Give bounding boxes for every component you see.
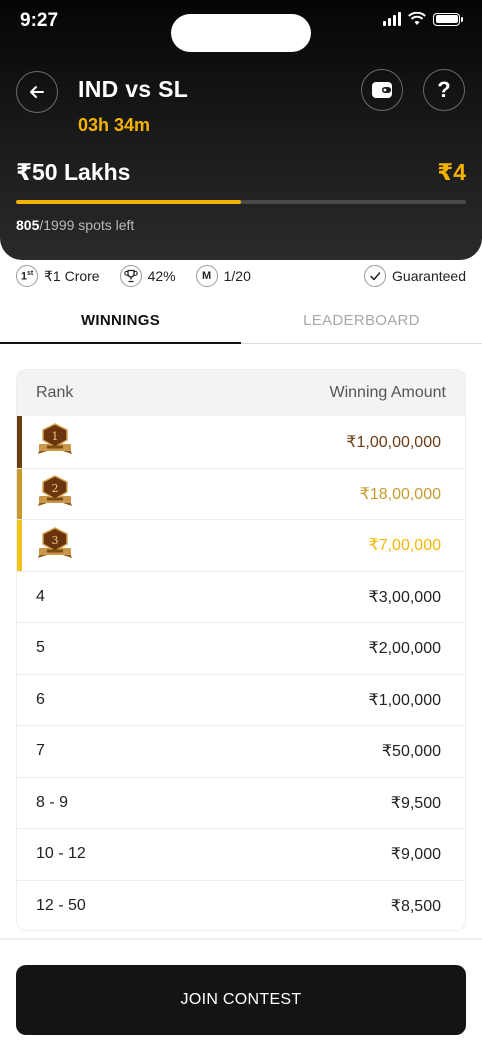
rank-cell: 7 xyxy=(36,742,45,760)
match-title: IND vs SL xyxy=(78,76,189,102)
table-row: 4 ₹3,00,000 xyxy=(17,570,465,623)
winning-amount: ₹1,00,000 xyxy=(368,691,441,709)
rank-medal-icon: 1 xyxy=(36,422,74,461)
table-row: 5 ₹2,00,000 xyxy=(17,622,465,674)
table-row: 3 ₹7,00,000 xyxy=(17,519,465,571)
first-prize-badge-text: 1st xyxy=(20,269,34,283)
table-row: 6 ₹1,00,000 xyxy=(17,673,465,726)
dynamic-island xyxy=(171,14,311,52)
table-row: 1 ₹1,00,00,000 xyxy=(17,416,465,468)
wifi-icon xyxy=(408,12,426,25)
amount-column-header: Winning Amount xyxy=(329,384,446,401)
multi-entry-info[interactable]: M 1/20 xyxy=(195,265,251,287)
winning-amount: ₹2,00,000 xyxy=(368,640,441,658)
winnings-rows: 1 ₹1,00,00,000 2 ₹18,00,000 3 ₹7,00,000 4 ₹3,00… xyxy=(17,416,465,931)
spots-left-total: /1999 spots left xyxy=(39,217,135,233)
table-row: 12 - 50 ₹8,500 xyxy=(17,879,465,931)
winning-amount: ₹50,000 xyxy=(381,743,441,761)
winning-amount: ₹9,000 xyxy=(390,846,441,864)
rank-accent-bar xyxy=(17,520,22,571)
rank-cell: 6 xyxy=(36,690,45,708)
entry-fee: ₹4 xyxy=(437,159,466,185)
spots-progress-bar xyxy=(16,200,466,204)
winning-amount: ₹1,00,00,000 xyxy=(346,433,441,451)
back-button[interactable] xyxy=(16,71,58,113)
help-button[interactable]: ? xyxy=(423,69,465,111)
tab-leaderboard[interactable]: LEADERBOARD xyxy=(303,312,420,329)
svg-text:2: 2 xyxy=(52,482,59,495)
winning-amount: ₹8,500 xyxy=(390,897,441,915)
first-prize-info[interactable]: 1st ₹1 Crore xyxy=(16,265,100,287)
table-header: Rank Winning Amount xyxy=(17,370,465,416)
rank-cell: 4 xyxy=(36,587,45,605)
multi-entry-count: 1/20 xyxy=(223,268,251,284)
rank-column-header: Rank xyxy=(36,384,74,401)
win-percent: 42% xyxy=(147,268,176,284)
arrow-left-icon xyxy=(30,86,44,98)
table-row: 7 ₹50,000 xyxy=(17,725,465,777)
spots-progress-fill xyxy=(16,200,241,204)
footer-divider xyxy=(0,938,482,940)
first-prize-badge: 1st xyxy=(16,265,38,287)
winning-amount: ₹3,00,000 xyxy=(368,588,441,606)
rank-cell: 5 xyxy=(36,639,45,657)
rank-cell: 10 - 12 xyxy=(36,845,86,863)
rank-medal-icon: 2 xyxy=(36,474,74,513)
svg-text:1: 1 xyxy=(52,430,59,443)
table-row: 8 - 9 ₹9,500 xyxy=(17,776,465,829)
prize-pool: ₹50 Lakhs xyxy=(16,159,131,185)
svg-text:3: 3 xyxy=(52,534,59,547)
signal-icon xyxy=(383,12,401,26)
winnings-table: Rank Winning Amount 1 ₹1,00,00,000 2 ₹18,00… xyxy=(16,369,466,931)
contest-info-row: 1st ₹1 Crore 42% M 1/20 Guaranteed xyxy=(16,264,466,288)
status-icons xyxy=(383,12,463,26)
battery-icon xyxy=(433,12,463,26)
rank-accent-bar xyxy=(17,416,22,468)
spots-left-count: 805 xyxy=(16,217,40,233)
check-icon xyxy=(364,265,387,287)
join-contest-button[interactable]: JOIN CONTEST xyxy=(16,965,466,1035)
winning-amount: ₹18,00,000 xyxy=(359,485,441,503)
contest-header: 9:27 IND vs SL 03h 34m ? ₹50 Lakhs ₹4 80… xyxy=(0,0,482,260)
win-percent-info[interactable]: 42% xyxy=(119,265,176,287)
wallet-icon xyxy=(372,82,392,98)
table-row: 10 - 12 ₹9,000 xyxy=(17,828,465,880)
multi-entry-badge: M xyxy=(195,265,218,287)
spots-left: 805/1999 spots left xyxy=(16,217,134,233)
wallet-button[interactable] xyxy=(361,69,403,111)
guaranteed-info[interactable]: Guaranteed xyxy=(364,265,466,287)
tab-winnings[interactable]: WINNINGS xyxy=(0,298,241,344)
trophy-icon xyxy=(119,265,142,287)
countdown-timer: 03h 34m xyxy=(78,115,151,135)
rank-cell: 8 - 9 xyxy=(36,793,69,811)
table-row: 2 ₹18,00,000 xyxy=(17,467,465,519)
rank-cell: 12 - 50 xyxy=(36,896,86,914)
rank-accent-bar xyxy=(17,468,22,519)
first-prize-amount: ₹1 Crore xyxy=(44,267,100,284)
guaranteed-label: Guaranteed xyxy=(392,268,466,284)
status-time: 9:27 xyxy=(20,10,59,31)
rank-medal-icon: 3 xyxy=(36,526,74,565)
winning-amount: ₹7,00,000 xyxy=(368,537,441,555)
contest-tabs: WINNINGS LEADERBOARD xyxy=(0,298,482,344)
winning-amount: ₹9,500 xyxy=(390,794,441,812)
